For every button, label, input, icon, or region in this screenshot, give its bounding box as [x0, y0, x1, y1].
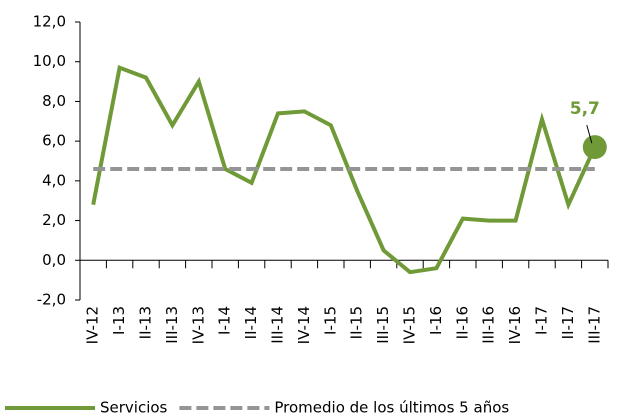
series-line [91, 64, 597, 275]
label-leader [586, 124, 593, 144]
y-tick-label: 10,0 [33, 52, 66, 70]
x-tick-label: I-13 [110, 306, 128, 335]
legend-label: Promedio de los últimos 5 años [274, 399, 509, 417]
y-tick-label: -2,0 [37, 291, 66, 309]
x-tick-label: II-16 [453, 306, 471, 339]
y-tick-label: 8,0 [42, 92, 66, 110]
data-label: 5,7 [570, 99, 600, 119]
x-tick-label: III-17 [585, 306, 603, 344]
x-tick-label: III-16 [480, 306, 498, 344]
x-tick-label: III-15 [374, 306, 392, 344]
y-tick-label: 2,0 [42, 211, 66, 229]
y-tick-label: 12,0 [33, 13, 66, 31]
x-tick-label: IV-15 [401, 306, 419, 344]
y-tick-label: 6,0 [42, 132, 66, 150]
x-tick-label: I-14 [216, 306, 234, 335]
x-tick-label: I-15 [321, 306, 339, 335]
x-tick-label: IV-16 [506, 306, 524, 344]
x-tick-label: I-16 [427, 306, 445, 335]
x-tick-label: II-14 [242, 306, 260, 339]
x-tick-label: IV-13 [189, 306, 207, 344]
point-marker [582, 135, 607, 160]
x-tick-label: III-13 [163, 306, 181, 344]
y-tick-label: 0,0 [42, 251, 66, 269]
legend-label: Servicios [100, 399, 168, 417]
x-tick-label: II-17 [559, 306, 577, 339]
x-tick-label: IV-14 [295, 306, 313, 344]
x-tick-label: II-15 [348, 306, 366, 339]
x-tick-label: II-13 [137, 306, 155, 339]
x-tick-label: I-17 [533, 306, 551, 335]
y-tick-label: 4,0 [42, 171, 66, 189]
x-tick-label: IV-12 [84, 306, 102, 344]
x-tick-label: III-14 [269, 306, 287, 344]
